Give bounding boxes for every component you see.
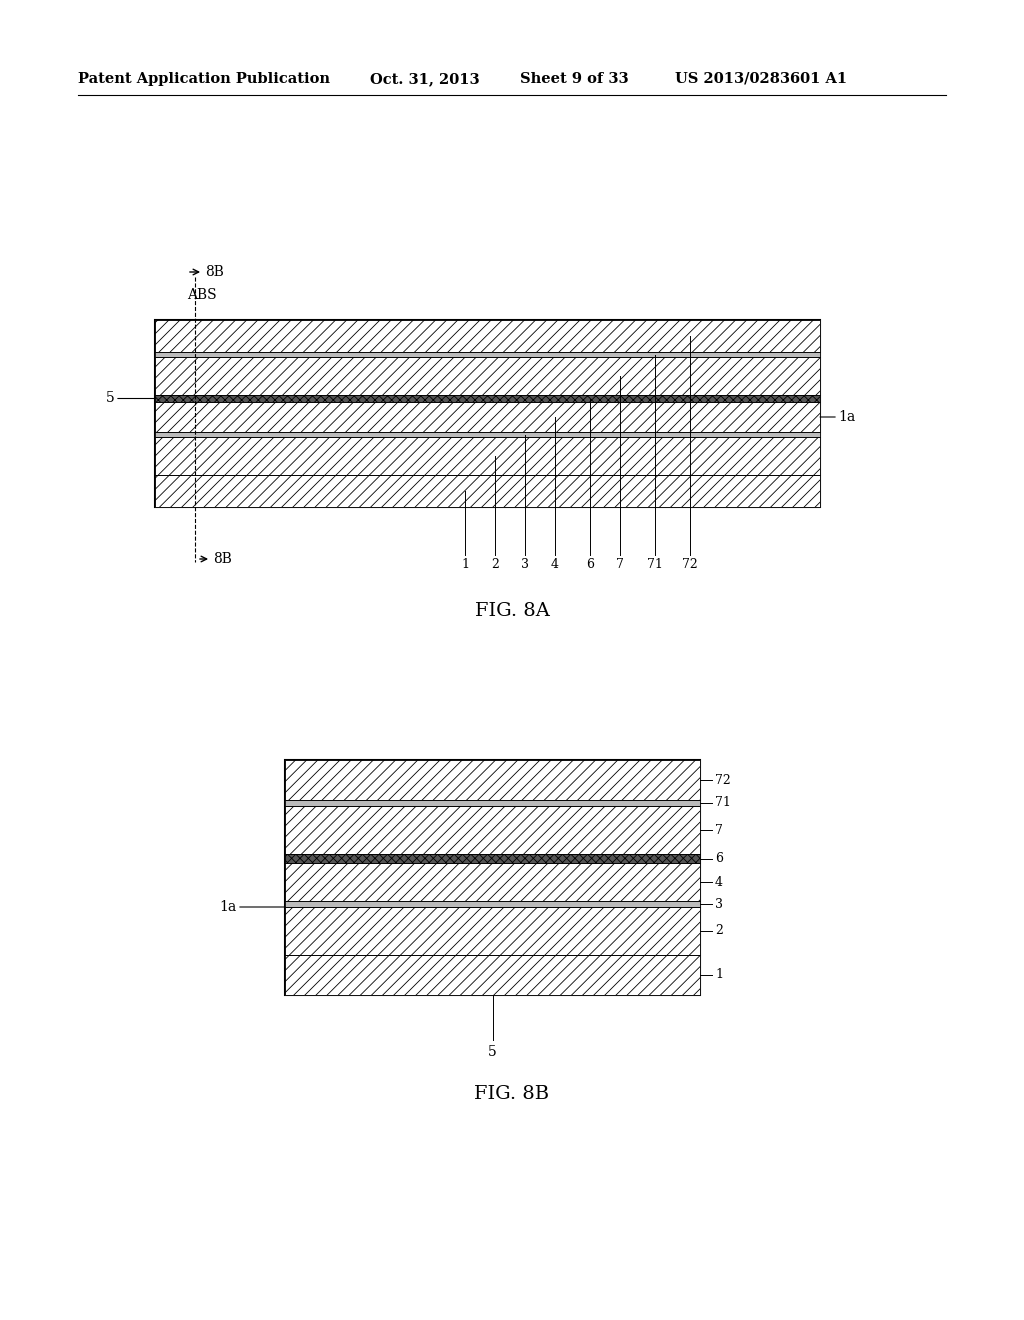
Bar bbox=[285, 907, 700, 954]
Text: 1a: 1a bbox=[820, 411, 855, 424]
Bar bbox=[155, 432, 820, 437]
Text: 3: 3 bbox=[521, 558, 529, 572]
Bar bbox=[155, 475, 820, 507]
Bar bbox=[155, 319, 820, 352]
Bar bbox=[285, 760, 700, 800]
Bar bbox=[285, 902, 700, 907]
Bar bbox=[155, 356, 820, 395]
Bar bbox=[285, 907, 700, 954]
Text: 2: 2 bbox=[715, 924, 723, 937]
Text: 1: 1 bbox=[461, 558, 469, 572]
Text: 7: 7 bbox=[616, 558, 624, 572]
Bar bbox=[155, 352, 820, 356]
Text: 7: 7 bbox=[715, 824, 723, 837]
Bar bbox=[155, 403, 820, 432]
Bar bbox=[155, 395, 820, 403]
Bar bbox=[155, 437, 820, 475]
Text: 72: 72 bbox=[682, 558, 698, 572]
Bar bbox=[285, 760, 700, 995]
Bar bbox=[155, 319, 820, 352]
Text: 5: 5 bbox=[106, 392, 155, 405]
Bar bbox=[155, 475, 820, 507]
Text: 71: 71 bbox=[715, 796, 731, 809]
Text: FIG. 8A: FIG. 8A bbox=[474, 602, 550, 620]
Text: 8B: 8B bbox=[213, 552, 231, 566]
Text: FIG. 8B: FIG. 8B bbox=[474, 1085, 550, 1104]
Text: 72: 72 bbox=[715, 774, 731, 787]
Bar bbox=[285, 807, 700, 854]
Text: 3: 3 bbox=[715, 898, 723, 911]
Text: 4: 4 bbox=[715, 875, 723, 888]
Text: Sheet 9 of 33: Sheet 9 of 33 bbox=[520, 73, 629, 86]
Bar bbox=[155, 437, 820, 475]
Bar bbox=[285, 854, 700, 863]
Text: US 2013/0283601 A1: US 2013/0283601 A1 bbox=[675, 73, 847, 86]
Bar bbox=[155, 356, 820, 395]
Text: 1: 1 bbox=[715, 969, 723, 982]
Bar bbox=[285, 954, 700, 995]
Text: 71: 71 bbox=[647, 558, 663, 572]
Text: 2: 2 bbox=[492, 558, 499, 572]
Text: Patent Application Publication: Patent Application Publication bbox=[78, 73, 330, 86]
Text: 6: 6 bbox=[715, 851, 723, 865]
Bar bbox=[155, 403, 820, 432]
Bar bbox=[285, 863, 700, 902]
Bar bbox=[285, 854, 700, 863]
Text: 8B: 8B bbox=[205, 265, 224, 279]
Bar bbox=[155, 319, 820, 507]
Bar bbox=[285, 800, 700, 807]
Text: 1a: 1a bbox=[220, 900, 285, 913]
Bar bbox=[285, 954, 700, 995]
Bar bbox=[155, 395, 820, 403]
Text: 5: 5 bbox=[488, 1045, 497, 1059]
Text: 6: 6 bbox=[586, 558, 594, 572]
Text: Oct. 31, 2013: Oct. 31, 2013 bbox=[370, 73, 479, 86]
Bar bbox=[285, 863, 700, 902]
Bar bbox=[285, 760, 700, 800]
Text: 4: 4 bbox=[551, 558, 559, 572]
Bar bbox=[285, 807, 700, 854]
Text: ABS: ABS bbox=[187, 288, 217, 302]
